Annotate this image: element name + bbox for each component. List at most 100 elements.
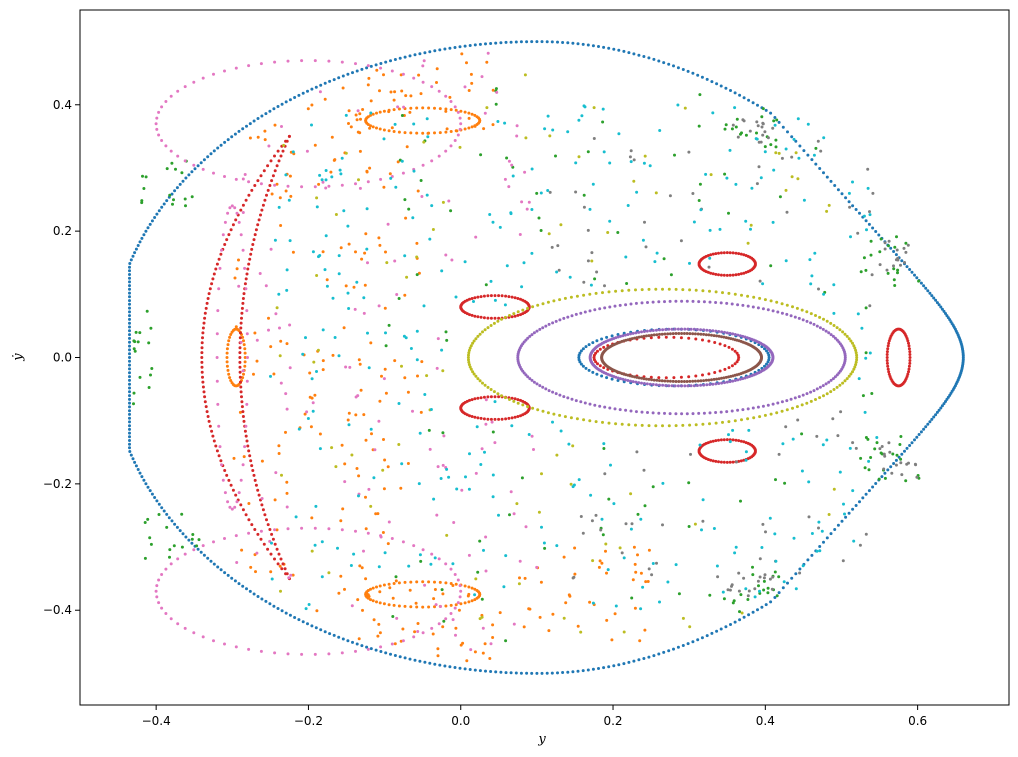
- orbit-1-point: [128, 359, 131, 363]
- y-tick-label: −0.2: [43, 477, 72, 491]
- orbit-4-point: [907, 344, 911, 348]
- orbit-6-point: [677, 380, 681, 383]
- orbit-4-point: [507, 295, 511, 299]
- orbit-7-point: [527, 200, 531, 204]
- orbit-10-point: [505, 264, 509, 268]
- orbit-7-point: [512, 622, 516, 626]
- orbit-5-point: [657, 411, 661, 415]
- orbit-8-point: [679, 239, 683, 243]
- orbit-8-point: [707, 265, 711, 269]
- orbit-10-point: [653, 260, 657, 264]
- orbit-1-point: [930, 417, 934, 421]
- orbit-4-point: [594, 360, 598, 364]
- orbit-1-point: [128, 431, 131, 435]
- orbit-2-point: [321, 368, 325, 372]
- orbit-10-point: [346, 224, 350, 228]
- orbit-4-point: [717, 438, 720, 442]
- orbit-5-point: [603, 405, 607, 409]
- orbit-2-point: [243, 364, 247, 368]
- orbit-10-point: [546, 114, 550, 118]
- orbit-4-point: [210, 282, 214, 286]
- orbit-1-point: [360, 67, 364, 71]
- orbit-1-point: [428, 661, 432, 665]
- orbit-1-point: [128, 306, 131, 310]
- orbit-7-point: [366, 64, 370, 68]
- orbit-4-point: [268, 184, 272, 187]
- orbit-10-point: [315, 370, 318, 373]
- orbit-10-point: [426, 135, 430, 139]
- orbit-3-point: [687, 525, 691, 528]
- orbit-9-point: [441, 200, 445, 204]
- orbit-4-point: [516, 415, 520, 418]
- orbit-4-point: [482, 294, 486, 298]
- orbit-5-point: [708, 411, 712, 415]
- orbit-2-point: [371, 125, 375, 129]
- orbit-10-point: [418, 553, 422, 557]
- orbit-2-point: [378, 590, 382, 594]
- orbit-9-point: [467, 358, 470, 362]
- orbit-1-point: [667, 649, 671, 653]
- orbit-2-point: [444, 130, 448, 134]
- orbit-4-point: [203, 400, 207, 404]
- orbit-10-point: [338, 168, 342, 172]
- orbit-8-point: [582, 280, 586, 284]
- orbit-3-point: [602, 447, 606, 450]
- orbit-2-point: [576, 624, 580, 628]
- orbit-10-point: [755, 137, 759, 141]
- orbit-5-point: [728, 380, 732, 384]
- orbit-6-point: [712, 334, 716, 338]
- orbit-5-point: [723, 381, 726, 385]
- orbit-7-point: [358, 186, 362, 190]
- orbit-1-point: [128, 352, 131, 356]
- orbit-8-point: [763, 130, 767, 134]
- orbit-1-point: [847, 200, 851, 204]
- orbit-10-point: [307, 603, 311, 606]
- orbit-5-point: [588, 309, 592, 313]
- orbit-2-point: [598, 559, 602, 563]
- orbit-1-point: [355, 69, 359, 73]
- orbit-8-point: [858, 543, 862, 547]
- orbit-5-point: [776, 401, 780, 405]
- orbit-2-point: [357, 358, 361, 362]
- orbit-1-point: [190, 541, 194, 545]
- orbit-10-point: [639, 607, 643, 611]
- orbit-4-point: [200, 346, 204, 350]
- orbit-9-point: [809, 399, 813, 403]
- orbit-1-point: [150, 492, 154, 496]
- orbit-10-point: [324, 178, 328, 182]
- orbit-1-point: [616, 333, 620, 336]
- orbit-10-point: [454, 295, 458, 299]
- orbit-1-point: [293, 616, 297, 619]
- orbit-3-point: [898, 443, 902, 446]
- orbit-7-point: [284, 392, 288, 396]
- orbit-1-point: [627, 660, 631, 664]
- orbit-10-point: [718, 227, 722, 231]
- orbit-10-point: [848, 446, 852, 450]
- orbit-6-point: [760, 356, 763, 360]
- orbit-7-point: [362, 311, 366, 315]
- orbit-9-point: [524, 136, 528, 140]
- orbit-7-point: [456, 110, 460, 114]
- orbit-1-point: [264, 599, 268, 603]
- orbit-2-point: [409, 94, 413, 98]
- orbit-5-point: [746, 407, 750, 411]
- orbit-2-point: [473, 587, 477, 591]
- orbit-2-point: [370, 432, 373, 436]
- orbit-5-point: [532, 380, 536, 384]
- orbit-9-point: [469, 344, 473, 348]
- orbit-1-point: [160, 205, 164, 209]
- orbit-7-point: [489, 642, 493, 646]
- orbit-10-point: [688, 261, 691, 265]
- orbit-7-point: [456, 133, 460, 137]
- orbit-2-point: [470, 586, 474, 590]
- orbit-3-point: [601, 120, 605, 124]
- orbit-1-point: [607, 665, 611, 669]
- orbit-10-point: [451, 562, 455, 566]
- orbit-3-point: [859, 270, 863, 274]
- orbit-1-point: [810, 158, 814, 162]
- orbit-3-point: [760, 115, 764, 119]
- orbit-4-point: [886, 367, 890, 371]
- orbit-1-point: [556, 671, 559, 675]
- orbit-1-point: [591, 341, 595, 345]
- orbit-7-point: [366, 180, 370, 184]
